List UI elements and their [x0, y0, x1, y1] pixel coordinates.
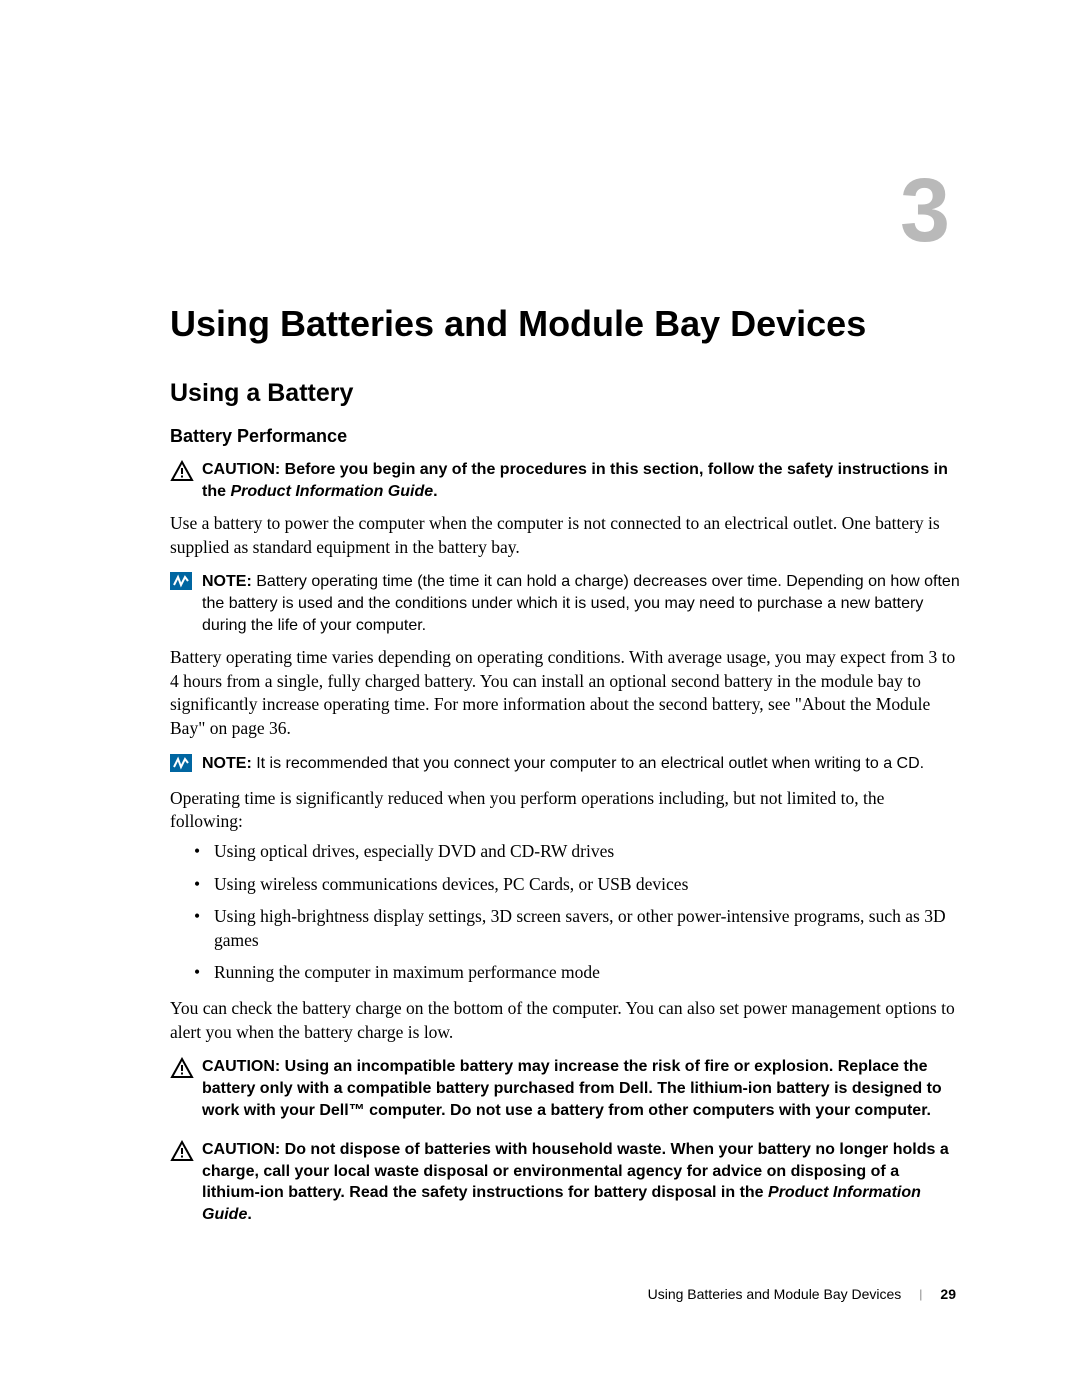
list-item: Running the computer in maximum performa…	[170, 961, 960, 985]
note-callout: NOTE: It is recommended that you connect…	[170, 753, 960, 777]
caution-label: CAUTION:	[202, 1141, 285, 1158]
bullet-list: Using optical drives, especially DVD and…	[170, 840, 960, 985]
paragraph: Use a battery to power the computer when…	[170, 512, 960, 559]
footer-separator: |	[919, 1287, 922, 1301]
note-label: NOTE:	[202, 573, 256, 590]
page-footer: Using Batteries and Module Bay Devices |…	[648, 1286, 956, 1302]
section-title: Using a Battery	[170, 379, 960, 408]
footer-page-number: 29	[940, 1286, 956, 1302]
list-item: Using high-brightness display settings, …	[170, 905, 960, 952]
list-item: Using wireless communications devices, P…	[170, 873, 960, 897]
caution-suffix: .	[433, 483, 437, 500]
caution-guide: Product Information Guide	[230, 483, 433, 500]
paragraph: Operating time is significantly reduced …	[170, 787, 960, 834]
note-icon	[170, 754, 196, 777]
caution-text: CAUTION: Using an incompatible battery m…	[202, 1056, 960, 1121]
note-body: It is recommended that you connect your …	[256, 755, 924, 772]
note-text: NOTE: It is recommended that you connect…	[202, 753, 960, 775]
caution-icon	[170, 1057, 196, 1084]
chapter-title: Using Batteries and Module Bay Devices	[170, 303, 960, 345]
caution-text: CAUTION: Do not dispose of batteries wit…	[202, 1139, 960, 1225]
caution-callout: CAUTION: Using an incompatible battery m…	[170, 1056, 960, 1121]
subsection-title: Battery Performance	[170, 426, 960, 447]
caution-callout: CAUTION: Before you begin any of the pro…	[170, 459, 960, 502]
paragraph: Battery operating time varies depending …	[170, 646, 960, 741]
caution-label: CAUTION:	[202, 461, 285, 478]
note-label: NOTE:	[202, 755, 256, 772]
document-page: 3 Using Batteries and Module Bay Devices…	[0, 0, 1080, 1296]
note-callout: NOTE: Battery operating time (the time i…	[170, 571, 960, 636]
caution-icon	[170, 460, 196, 487]
caution-label: CAUTION:	[202, 1058, 285, 1075]
caution-suffix: .	[247, 1206, 251, 1223]
caution-icon	[170, 1140, 196, 1167]
caution-callout: CAUTION: Do not dispose of batteries wit…	[170, 1139, 960, 1225]
chapter-number: 3	[170, 160, 960, 263]
note-body: Battery operating time (the time it can …	[202, 573, 960, 633]
caution-body: Using an incompatible battery may increa…	[202, 1058, 942, 1118]
list-item: Using optical drives, especially DVD and…	[170, 840, 960, 864]
caution-text: CAUTION: Before you begin any of the pro…	[202, 459, 960, 502]
note-icon	[170, 572, 196, 595]
paragraph: You can check the battery charge on the …	[170, 997, 960, 1044]
note-text: NOTE: Battery operating time (the time i…	[202, 571, 960, 636]
footer-section: Using Batteries and Module Bay Devices	[648, 1286, 902, 1302]
